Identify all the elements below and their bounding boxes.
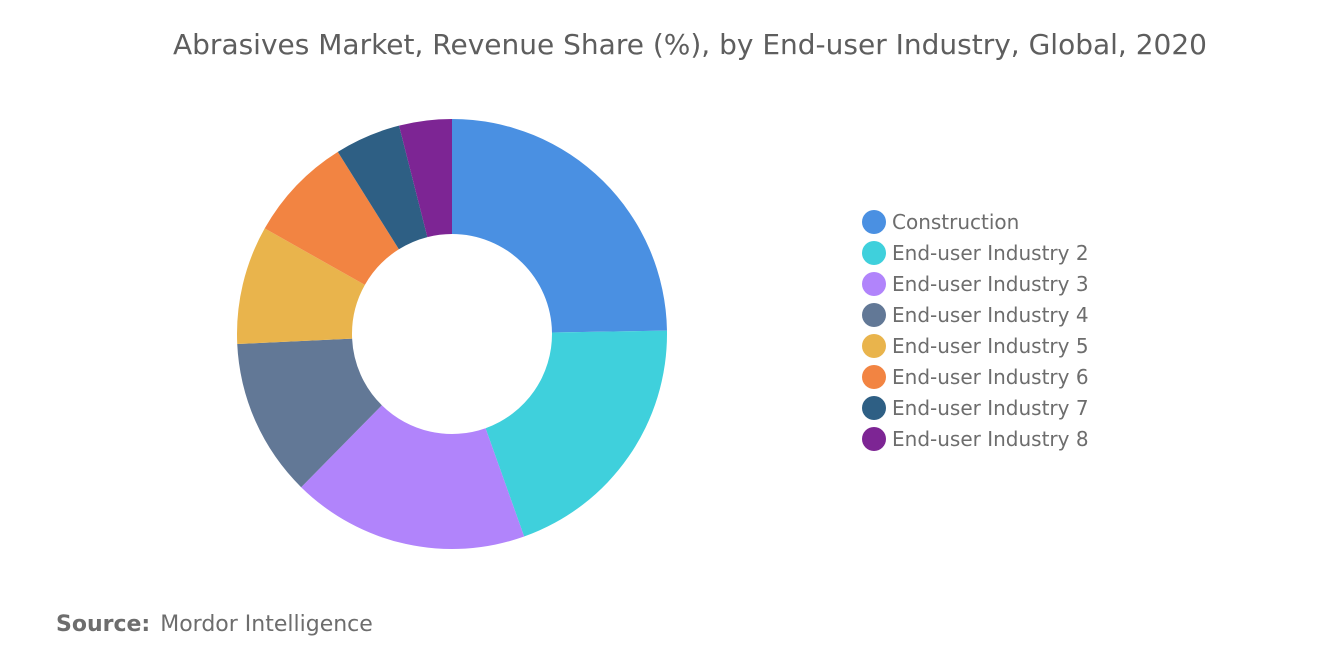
legend-swatch-icon	[862, 302, 886, 327]
legend-item: End-user Industry 7	[862, 392, 1089, 423]
legend-label: End-user Industry 8	[892, 426, 1089, 451]
donut-slice-5	[237, 228, 365, 345]
legend-swatch-icon	[862, 240, 886, 265]
legend-label: End-user Industry 6	[892, 364, 1089, 389]
legend-swatch-icon	[862, 364, 886, 389]
legend-label: End-user Industry 7	[892, 395, 1089, 420]
source-value: Mordor Intelligence	[160, 612, 373, 637]
donut-slice-1	[452, 119, 667, 333]
source-label: Source:	[56, 612, 151, 637]
legend-swatch-icon	[862, 271, 886, 296]
donut-slice-2	[485, 330, 667, 537]
legend-swatch-icon	[862, 333, 886, 358]
legend-swatch-icon	[862, 395, 886, 420]
chart-legend: Construction End-user Industry 2 End-user …	[862, 206, 1089, 454]
legend-swatch-icon	[862, 209, 886, 234]
legend-label: End-user Industry 4	[892, 302, 1089, 327]
legend-swatch-icon	[862, 426, 886, 451]
legend-item: End-user Industry 2	[862, 237, 1089, 268]
legend-label: End-user Industry 5	[892, 333, 1089, 358]
donut-slice-3	[301, 405, 525, 549]
legend-item: End-user Industry 5	[862, 330, 1089, 361]
legend-item: End-user Industry 4	[862, 299, 1089, 330]
legend-item: End-user Industry 6	[862, 361, 1089, 392]
legend-label: Construction	[892, 209, 1020, 234]
legend-item: End-user Industry 8	[862, 423, 1089, 454]
donut-slice-8	[399, 119, 452, 238]
legend-label: End-user Industry 2	[892, 240, 1089, 265]
donut-slice-6	[264, 151, 399, 285]
legend-label: End-user Industry 3	[892, 271, 1089, 296]
chart-title: Abrasives Market, Revenue Share (%), by …	[173, 28, 1207, 61]
source-note: Source: Mordor Intelligence	[56, 612, 373, 637]
donut-slice-4	[237, 338, 382, 488]
legend-item: Construction	[862, 206, 1089, 237]
legend-item: End-user Industry 3	[862, 268, 1089, 299]
donut-slice-7	[337, 125, 428, 250]
